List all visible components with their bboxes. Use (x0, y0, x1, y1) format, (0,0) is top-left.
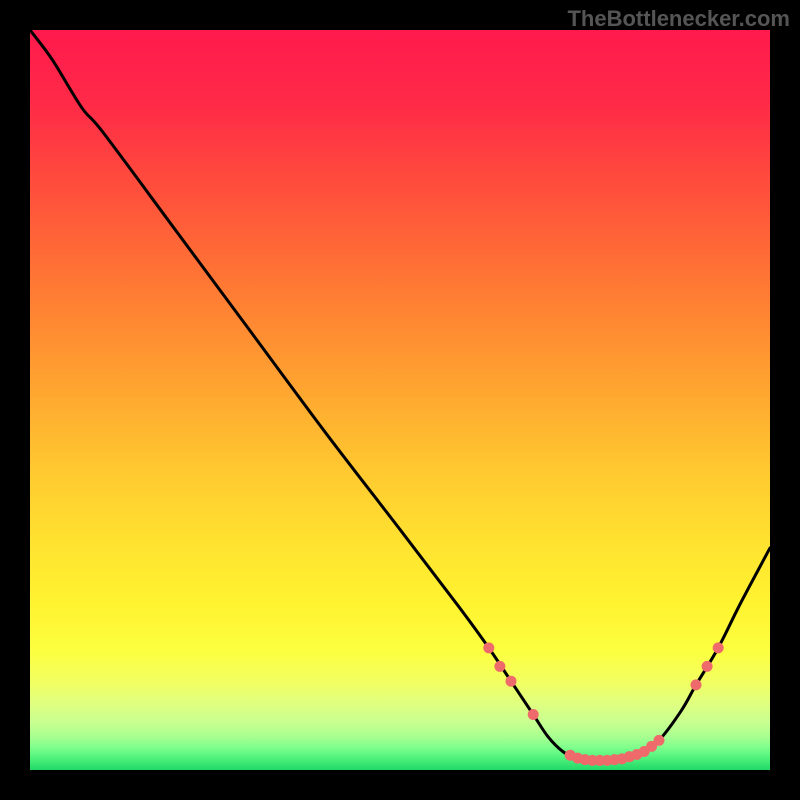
figure-root: { "figure": { "width_px": 800, "height_p… (0, 0, 800, 800)
data-marker (483, 642, 494, 653)
data-marker (713, 642, 724, 653)
data-marker (702, 661, 713, 672)
plot-background (30, 30, 770, 770)
data-marker (691, 679, 702, 690)
data-marker (654, 735, 665, 746)
watermark-text: TheBottlenecker.com (567, 6, 790, 32)
data-marker (528, 709, 539, 720)
bottleneck-chart (30, 30, 770, 770)
data-marker (506, 676, 517, 687)
data-marker (494, 661, 505, 672)
